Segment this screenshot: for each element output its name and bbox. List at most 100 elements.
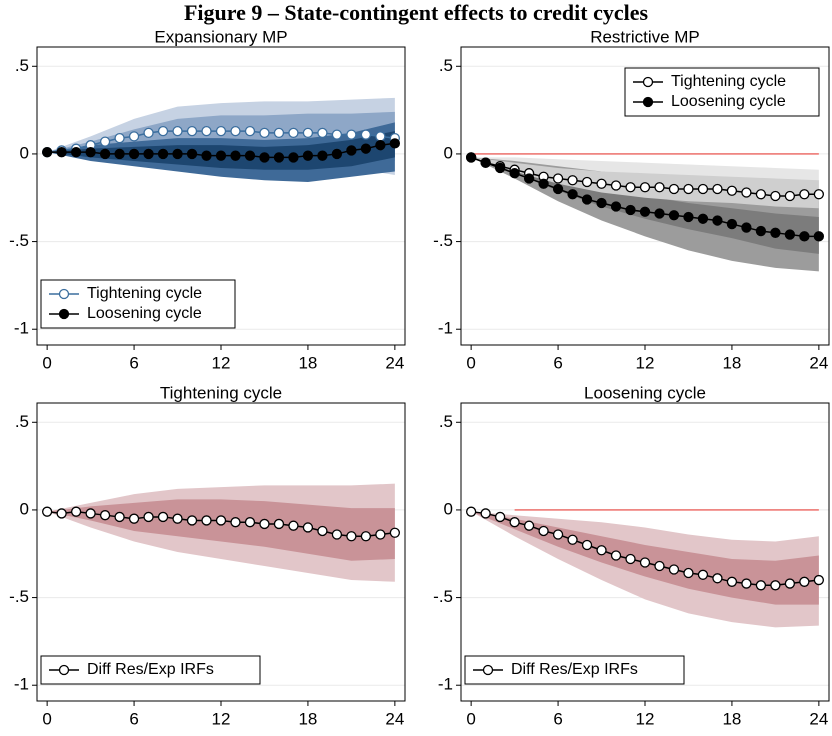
marker	[567, 175, 578, 186]
marker	[273, 152, 285, 163]
x-tick-label: 6	[553, 353, 562, 372]
marker	[215, 515, 227, 526]
marker	[784, 578, 796, 589]
marker	[465, 152, 477, 163]
x-tick-label: 12	[212, 709, 231, 728]
marker	[799, 189, 810, 200]
marker	[552, 183, 564, 195]
marker	[58, 288, 70, 300]
marker	[375, 131, 386, 142]
legend-label: Loosening cycle	[87, 305, 202, 322]
x-tick-label: 18	[722, 709, 741, 728]
figure-title: Figure 9 – State-contingent effects to c…	[184, 0, 649, 25]
marker	[799, 231, 810, 242]
marker	[99, 136, 111, 147]
marker	[114, 148, 125, 160]
marker	[259, 152, 270, 163]
marker	[712, 215, 723, 226]
marker	[302, 150, 314, 161]
marker	[813, 231, 825, 242]
marker	[375, 140, 386, 151]
marker	[56, 508, 67, 519]
x-tick-label: 12	[212, 353, 231, 372]
marker	[244, 517, 256, 528]
marker	[770, 227, 781, 238]
marker	[244, 125, 256, 137]
plot-frame	[460, 402, 830, 702]
y-tick-label: .5	[15, 412, 29, 431]
marker	[259, 127, 270, 139]
y-tick-label: -.5	[433, 587, 453, 606]
x-tick-label: 18	[722, 353, 741, 372]
legend: Tightening cycle Loosening cycle	[624, 67, 820, 117]
marker	[346, 531, 357, 542]
marker	[230, 150, 241, 161]
marker	[697, 183, 709, 195]
x-tick-label: 0	[466, 709, 475, 728]
marker	[712, 573, 723, 584]
marker	[259, 518, 270, 530]
marker	[610, 201, 622, 212]
marker	[567, 189, 578, 200]
marker	[331, 148, 343, 160]
y-tick-label: .5	[439, 412, 453, 431]
marker	[172, 125, 183, 137]
marker	[70, 506, 82, 517]
marker	[726, 185, 738, 196]
y-tick-label: 0	[20, 499, 29, 518]
marker	[538, 525, 549, 537]
panel: Tightening cycle .5 0 -.5 -1 0 6 12 18 24 Diff Res…	[9, 383, 406, 728]
marker	[494, 162, 506, 174]
x-tick-label: 6	[553, 709, 562, 728]
x-tick-label: 24	[385, 353, 404, 372]
marker	[683, 211, 694, 223]
x-tick-label: 24	[809, 709, 828, 728]
marker	[523, 173, 535, 184]
marker	[186, 148, 198, 160]
marker	[668, 564, 680, 575]
marker	[143, 148, 154, 160]
marker	[215, 125, 227, 137]
marker	[581, 194, 593, 205]
marker	[509, 517, 520, 528]
y-tick-label: -.5	[9, 231, 29, 250]
marker	[99, 510, 111, 521]
y-tick-label: 0	[20, 143, 29, 162]
marker	[128, 148, 140, 160]
marker	[346, 129, 357, 140]
marker	[302, 522, 314, 533]
marker	[85, 508, 96, 519]
marker	[389, 527, 401, 538]
marker	[186, 515, 198, 526]
marker	[41, 147, 53, 158]
legend-box	[624, 67, 820, 117]
marker	[610, 550, 622, 561]
marker	[741, 187, 752, 198]
y-tick-label: -1	[14, 319, 29, 338]
marker	[143, 511, 154, 523]
marker	[726, 576, 738, 587]
legend-label: Tightening cycle	[87, 285, 202, 302]
marker	[114, 133, 125, 144]
marker	[201, 515, 212, 526]
plot-frame	[460, 46, 830, 346]
marker	[201, 150, 212, 161]
marker	[494, 511, 506, 523]
legend-label: Diff Res/Exp IRFs	[511, 661, 638, 678]
y-tick-label: -.5	[9, 587, 29, 606]
marker	[288, 127, 299, 139]
marker	[567, 534, 578, 545]
panel: Expansionary MP .5 0 -.5 -1 0 6 12 18 24 Tightenin…	[9, 27, 406, 372]
marker	[346, 145, 357, 156]
legend-box	[40, 279, 236, 329]
marker	[581, 176, 593, 188]
marker	[770, 580, 781, 591]
marker	[58, 664, 70, 676]
marker	[596, 178, 607, 189]
marker	[683, 183, 694, 195]
y-tick-label: -1	[438, 319, 453, 338]
marker	[331, 529, 343, 540]
x-tick-label: 0	[42, 709, 51, 728]
marker	[813, 189, 825, 200]
legend-label: Tightening cycle	[671, 73, 786, 90]
